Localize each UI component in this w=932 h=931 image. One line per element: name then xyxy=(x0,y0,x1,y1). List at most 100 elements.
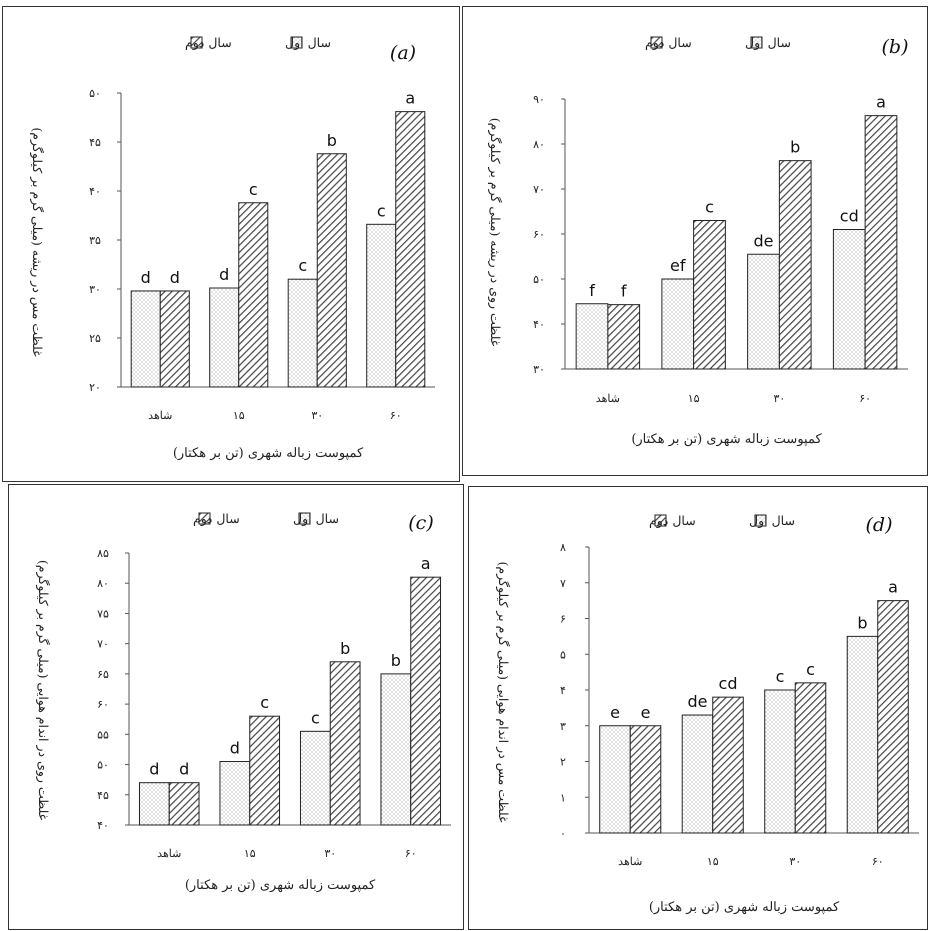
panel-letter: (d) xyxy=(866,514,893,536)
y-tick-label: ۴۰ xyxy=(97,819,109,832)
significance-letter: c xyxy=(776,667,785,686)
bar-year1 xyxy=(287,278,318,388)
significance-letter: e xyxy=(641,703,651,722)
y-tick-label: ۳ xyxy=(560,720,566,733)
x-category-label: ۳۰ xyxy=(311,409,323,422)
bar-year2 xyxy=(877,600,909,834)
significance-letter: c xyxy=(705,198,714,217)
significance-letter: cd xyxy=(840,207,859,226)
chart-panel-b: ۳۰ ۴۰ ۵۰ ۶۰ ۷۰ ۸۰ ۹۰ f f شاهد ef c ۱۵ de b ۳۰ cd a ۶۰ کمپوس… xyxy=(462,6,928,476)
y-tick-label: ۸۰ xyxy=(97,577,109,590)
y-tick-label: ۵۰ xyxy=(89,87,101,100)
y-tick-label: ۸ xyxy=(560,541,566,554)
legend: سال اول سال دوم xyxy=(649,513,795,529)
significance-letter: d xyxy=(219,265,229,284)
significance-letter: c xyxy=(298,256,307,275)
bar-year2 xyxy=(693,220,726,370)
significance-letter: a xyxy=(405,89,415,108)
significance-letter: de xyxy=(687,692,707,711)
x-category-label: ۳۰ xyxy=(773,392,785,405)
chart-panel-c: ۴۰ ۴۵ ۵۰ ۵۵ ۶۰ ۶۵ ۷۰ ۷۵ ۸۰ ۸۵ d d شاهد d c ۱۵ c b ۳۰ b a ۶۰ کم… xyxy=(8,484,464,930)
legend-label-year1: سال اول xyxy=(745,35,791,51)
bar-year2 xyxy=(410,576,442,826)
bar-year1 xyxy=(366,223,397,388)
y-tick-label: ۸۰ xyxy=(533,138,545,151)
x-category-label: ۳۰ xyxy=(324,847,336,860)
bar-year1 xyxy=(130,290,161,388)
legend-label-year1: سال اول xyxy=(293,511,339,527)
bar-chart-c: ۴۰ ۴۵ ۵۰ ۵۵ ۶۰ ۶۵ ۷۰ ۷۵ ۸۰ ۸۵ d d شاهد d c ۱۵ c b ۳۰ b a ۶۰ کم… xyxy=(35,511,451,893)
x-category-label: ۶۰ xyxy=(859,392,871,405)
significance-letter: c xyxy=(806,660,815,679)
legend: سال اول سال دوم xyxy=(645,35,791,51)
bar-year2 xyxy=(249,715,281,826)
significance-letter: b xyxy=(327,131,337,150)
y-axis-title: غلظت روی در اندام هوایی (میلی گرم بر کیل… xyxy=(35,560,51,821)
y-tick-label: ۳۰ xyxy=(533,363,545,376)
y-tick-label: ۴۵ xyxy=(89,136,101,149)
significance-letter: d xyxy=(179,760,189,779)
legend-label-year2: سال دوم xyxy=(193,511,240,527)
bar-chart-b: ۳۰ ۴۰ ۵۰ ۶۰ ۷۰ ۸۰ ۹۰ f f شاهد ef c ۱۵ de b ۳۰ cd a ۶۰ کمپوس… xyxy=(487,35,909,447)
legend-swatch-year1 xyxy=(750,36,763,49)
legend-label-year1: سال اول xyxy=(285,35,331,51)
legend: سال اول سال دوم xyxy=(185,35,331,51)
significance-letter: ef xyxy=(670,256,686,275)
x-category-label: شاهد xyxy=(618,855,642,868)
significance-letter: b xyxy=(790,138,800,157)
bar-year1 xyxy=(209,287,240,388)
x-axis-title: کمپوست زباله شهری (تن بر هکتار) xyxy=(185,878,376,893)
bar-year1 xyxy=(380,673,412,826)
y-tick-label: ۶ xyxy=(560,613,566,626)
significance-letter: d xyxy=(149,760,159,779)
x-axis-title: کمپوست زباله شهری (تن بر هکتار) xyxy=(631,432,822,447)
significance-letter: c xyxy=(377,201,386,220)
y-tick-label: ۵ xyxy=(560,648,566,661)
panel-letter: (a) xyxy=(390,42,416,64)
x-category-label: ۶۰ xyxy=(872,855,884,868)
legend-swatch-year2 xyxy=(190,36,203,49)
y-tick-label: ۵۰ xyxy=(97,759,109,772)
significance-letter: d xyxy=(170,268,180,287)
significance-letter: e xyxy=(610,703,620,722)
bar-year1 xyxy=(599,725,631,834)
y-tick-label: ۱ xyxy=(560,791,566,804)
x-category-label: ۱۵ xyxy=(233,409,245,422)
significance-letter: f xyxy=(621,282,627,301)
legend: سال اول سال دوم xyxy=(193,511,339,527)
y-tick-label: ۷۰ xyxy=(533,183,545,196)
legend-swatch-year2 xyxy=(654,514,667,527)
y-tick-label: ۲۰ xyxy=(89,381,101,394)
bar-year1 xyxy=(747,253,780,370)
significance-letter: b xyxy=(391,651,401,670)
x-category-label: ۳۰ xyxy=(789,855,801,868)
bar-year2 xyxy=(712,696,744,834)
significance-letter: d xyxy=(230,739,240,758)
y-axis-title: غلظت مس در ریشه (میلی گرم بر کیلوگرم) xyxy=(29,127,45,357)
y-tick-label: ۶۰ xyxy=(533,228,545,241)
bar-year1 xyxy=(299,730,331,826)
bar-year2 xyxy=(316,153,347,388)
x-category-label: شاهد xyxy=(596,392,620,405)
bar-year2 xyxy=(238,202,269,388)
significance-letter: d xyxy=(141,268,151,287)
chart-panel-a: ۲۰ ۲۵ ۳۰ ۳۵ ۴۰ ۴۵ ۵۰ d d شاهد d c ۱۵ c b ۳۰ c a ۶۰ کمپوست ز… xyxy=(2,6,460,482)
y-tick-label: ۴ xyxy=(560,684,566,697)
y-tick-label: ۳۵ xyxy=(89,234,101,247)
y-tick-label: ۵۵ xyxy=(97,728,109,741)
bar-year2 xyxy=(168,782,200,826)
x-axis-title: کمپوست زباله شهری (تن بر هکتار) xyxy=(173,446,364,461)
significance-letter: a xyxy=(876,93,886,112)
legend-swatch-year1 xyxy=(754,514,767,527)
y-tick-label: ۴۰ xyxy=(89,185,101,198)
y-tick-label: ۷ xyxy=(560,577,566,590)
legend-swatch-year2 xyxy=(198,512,211,525)
significance-letter: c xyxy=(311,708,320,727)
y-axis-title: غلظت مس در اندام هوایی (میلی گرم بر کیلو… xyxy=(495,561,511,822)
significance-letter: b xyxy=(340,639,350,658)
y-tick-label: ۲ xyxy=(560,756,566,769)
significance-letter: c xyxy=(260,693,269,712)
legend-label-year2: سال دوم xyxy=(645,35,692,51)
